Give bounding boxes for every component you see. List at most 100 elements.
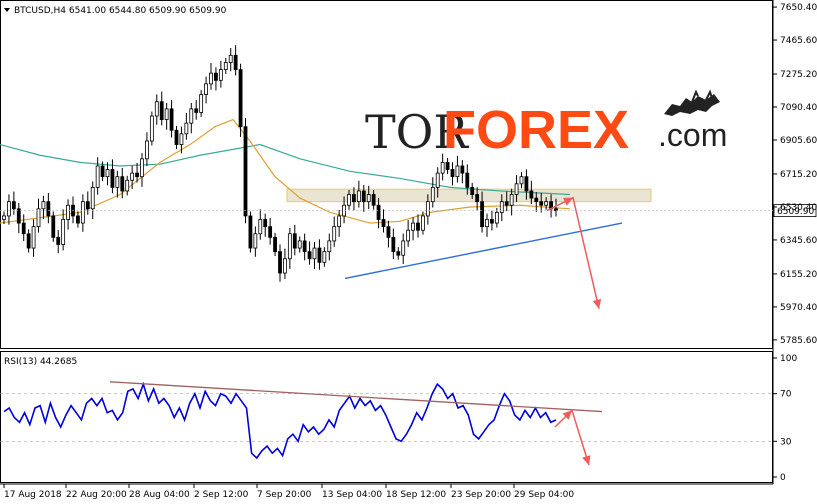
rsi-tick-label: 100: [780, 354, 797, 364]
candle-body: [337, 215, 342, 228]
candle-body: [110, 169, 115, 188]
price-axis: 7650.40 7465.60 7275.20 7090.40 6905.60 6715.…: [773, 3, 817, 346]
time-tick-label: 2 Sep 12:00: [194, 490, 249, 500]
candle-body: [209, 72, 213, 85]
candle-body: [490, 219, 494, 224]
candle-body: [361, 190, 366, 203]
candle-body: [504, 201, 509, 206]
candle-body: [149, 115, 154, 142]
price-annotations: 6509.90: [0, 196, 817, 309]
candle-body: [85, 201, 90, 210]
candle-body: [539, 201, 544, 206]
time-tick-label: 13 Sep 04:00: [322, 490, 382, 500]
candle-body: [435, 172, 440, 188]
candle-body: [41, 201, 46, 210]
candle-body: [164, 108, 169, 120]
bull-bear-icon: [664, 89, 720, 116]
rsi-arrowhead-up: [562, 410, 572, 420]
candle-body: [416, 222, 420, 231]
time-tick-label: 17 Aug 2018: [4, 490, 62, 500]
candle-body: [292, 233, 297, 249]
candle-body: [184, 122, 189, 135]
candle-body: [381, 219, 386, 228]
candle-body: [95, 165, 100, 188]
rsi-arrowhead-down: [582, 455, 591, 466]
current-price-tag: [773, 204, 817, 218]
candle-body: [238, 69, 243, 128]
price-tick-label: 7275.20: [780, 70, 817, 80]
candle-body: [376, 204, 381, 220]
candle-body: [253, 233, 258, 249]
ma-fast-line: [0, 118, 571, 224]
candle-body: [204, 83, 208, 95]
price-tick-label: 6905.60: [780, 136, 817, 146]
candle-body: [21, 222, 26, 235]
candle-body: [90, 186, 95, 210]
candle-body: [371, 194, 376, 206]
rsi-trendline: [109, 381, 603, 413]
support-trendline: [344, 222, 623, 280]
watermark-tor: TOR: [365, 105, 469, 159]
candle-body: [297, 240, 302, 249]
candle-body: [278, 251, 282, 274]
candle-body: [273, 236, 277, 253]
candle-body: [80, 201, 85, 224]
candle-body: [194, 108, 199, 113]
time-tick-label: 28 Aug 04:00: [129, 490, 190, 500]
price-tick-label: 7650.40: [780, 3, 817, 13]
candle-body: [2, 215, 6, 220]
time-tick-label: 18 Sep 12:00: [386, 490, 446, 500]
candle-body: [450, 169, 455, 178]
time-tick-label: 22 Aug 20:00: [66, 490, 127, 500]
candle-body: [125, 179, 130, 192]
price-tick-label: 7090.40: [780, 103, 817, 113]
candle-body: [140, 158, 144, 178]
candle-body: [391, 236, 396, 253]
symbol-header-text: BTCUSD,H4 6541.00 6544.80 6509.90 6509.9…: [14, 6, 227, 16]
candle-body: [179, 133, 184, 145]
candle-body: [66, 204, 70, 220]
ma-slow-line: [0, 143, 571, 196]
candle-body: [406, 229, 411, 242]
resistance-zone-layer: [286, 188, 652, 203]
candle-body: [26, 233, 31, 249]
rsi-axis: 100 70 30 0: [773, 354, 797, 483]
candle-body: [347, 194, 351, 206]
dropdown-triangle-icon: [4, 8, 10, 12]
candle-body: [470, 186, 475, 195]
rsi-tick-label: 30: [780, 437, 792, 447]
candle-body: [135, 172, 139, 178]
candle-body: [120, 176, 125, 192]
candle-body: [7, 201, 11, 217]
candle-body: [228, 54, 233, 63]
candles: [2, 45, 558, 282]
watermark-com: .com: [658, 117, 727, 153]
resistance-zone: [286, 188, 652, 203]
candle-body: [46, 201, 51, 217]
candle-body: [233, 54, 238, 71]
candle-body: [327, 240, 332, 253]
candle-body: [105, 169, 110, 178]
candle-body: [51, 215, 56, 238]
candle-body: [287, 233, 292, 260]
candle-body: [307, 251, 312, 260]
candle-body: [36, 208, 41, 228]
price-panel-frame: [0, 0, 773, 349]
candle-body: [76, 215, 80, 224]
candle-body: [544, 201, 549, 206]
candle-body: [425, 201, 430, 217]
candle-body: [248, 215, 253, 249]
candle-body: [223, 62, 228, 71]
forecast-arrow-line: [546, 196, 600, 309]
candle-body: [283, 258, 287, 274]
candle-body: [480, 201, 484, 228]
candle-body: [401, 240, 406, 256]
candle-body: [218, 69, 223, 81]
candle-body: [16, 208, 21, 224]
candle-body: [61, 219, 66, 245]
candle-body: [145, 140, 149, 160]
time-tick-label: 29 Sep 04:00: [514, 490, 574, 500]
candle-body: [189, 108, 194, 124]
